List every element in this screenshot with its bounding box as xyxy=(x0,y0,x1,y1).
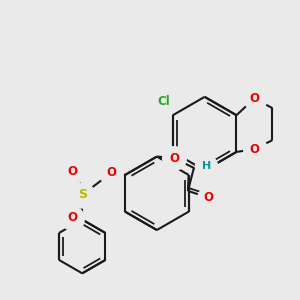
Text: O: O xyxy=(250,142,260,156)
Text: O: O xyxy=(250,92,260,105)
Text: O: O xyxy=(106,167,116,179)
Text: O: O xyxy=(169,152,179,165)
Text: O: O xyxy=(204,191,214,204)
Text: O: O xyxy=(68,165,77,178)
Text: Cl: Cl xyxy=(158,95,170,108)
Text: S: S xyxy=(78,188,87,201)
Text: H: H xyxy=(202,160,211,170)
Text: O: O xyxy=(68,211,77,224)
